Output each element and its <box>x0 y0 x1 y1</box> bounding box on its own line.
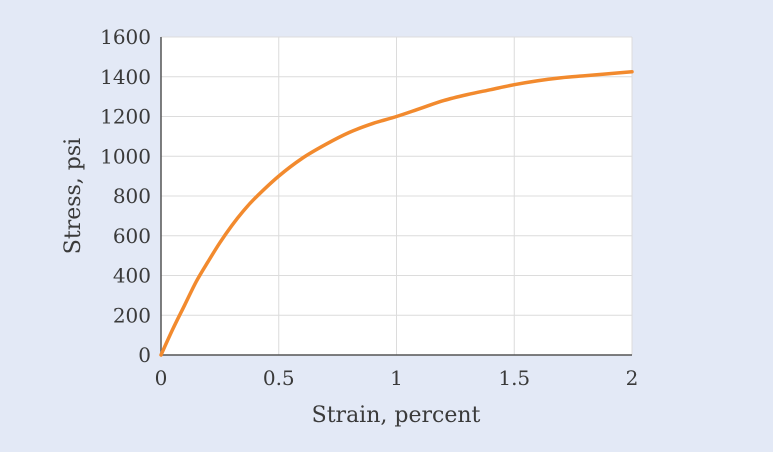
y-axis-label: Stress, psi <box>61 138 86 254</box>
y-tick-label: 0 <box>138 343 151 367</box>
y-tick-label: 1200 <box>100 105 151 129</box>
y-tick-label: 1600 <box>100 25 151 49</box>
x-tick-labels: 0 0.5 1 1.5 2 <box>155 366 639 390</box>
y-tick-label: 1400 <box>100 65 151 89</box>
axes <box>160 37 632 356</box>
x-tick-label: 0 <box>155 366 168 390</box>
y-tick-label: 1000 <box>100 144 151 168</box>
y-tick-label: 800 <box>113 184 151 208</box>
series-group <box>159 70 634 357</box>
x-tick-label: 1 <box>390 366 403 390</box>
series-line <box>159 70 634 357</box>
y-tick-label: 200 <box>113 303 151 327</box>
y-tick-label: 600 <box>113 224 151 248</box>
x-tick-label: 1.5 <box>498 366 530 390</box>
x-axis-label: Strain, percent <box>312 403 481 428</box>
x-tick-label: 0.5 <box>263 366 295 390</box>
y-tick-labels: 0 200 400 600 800 1000 1200 1400 1600 <box>100 25 151 367</box>
x-tick-label: 2 <box>626 366 639 390</box>
y-tick-label: 400 <box>113 264 151 288</box>
